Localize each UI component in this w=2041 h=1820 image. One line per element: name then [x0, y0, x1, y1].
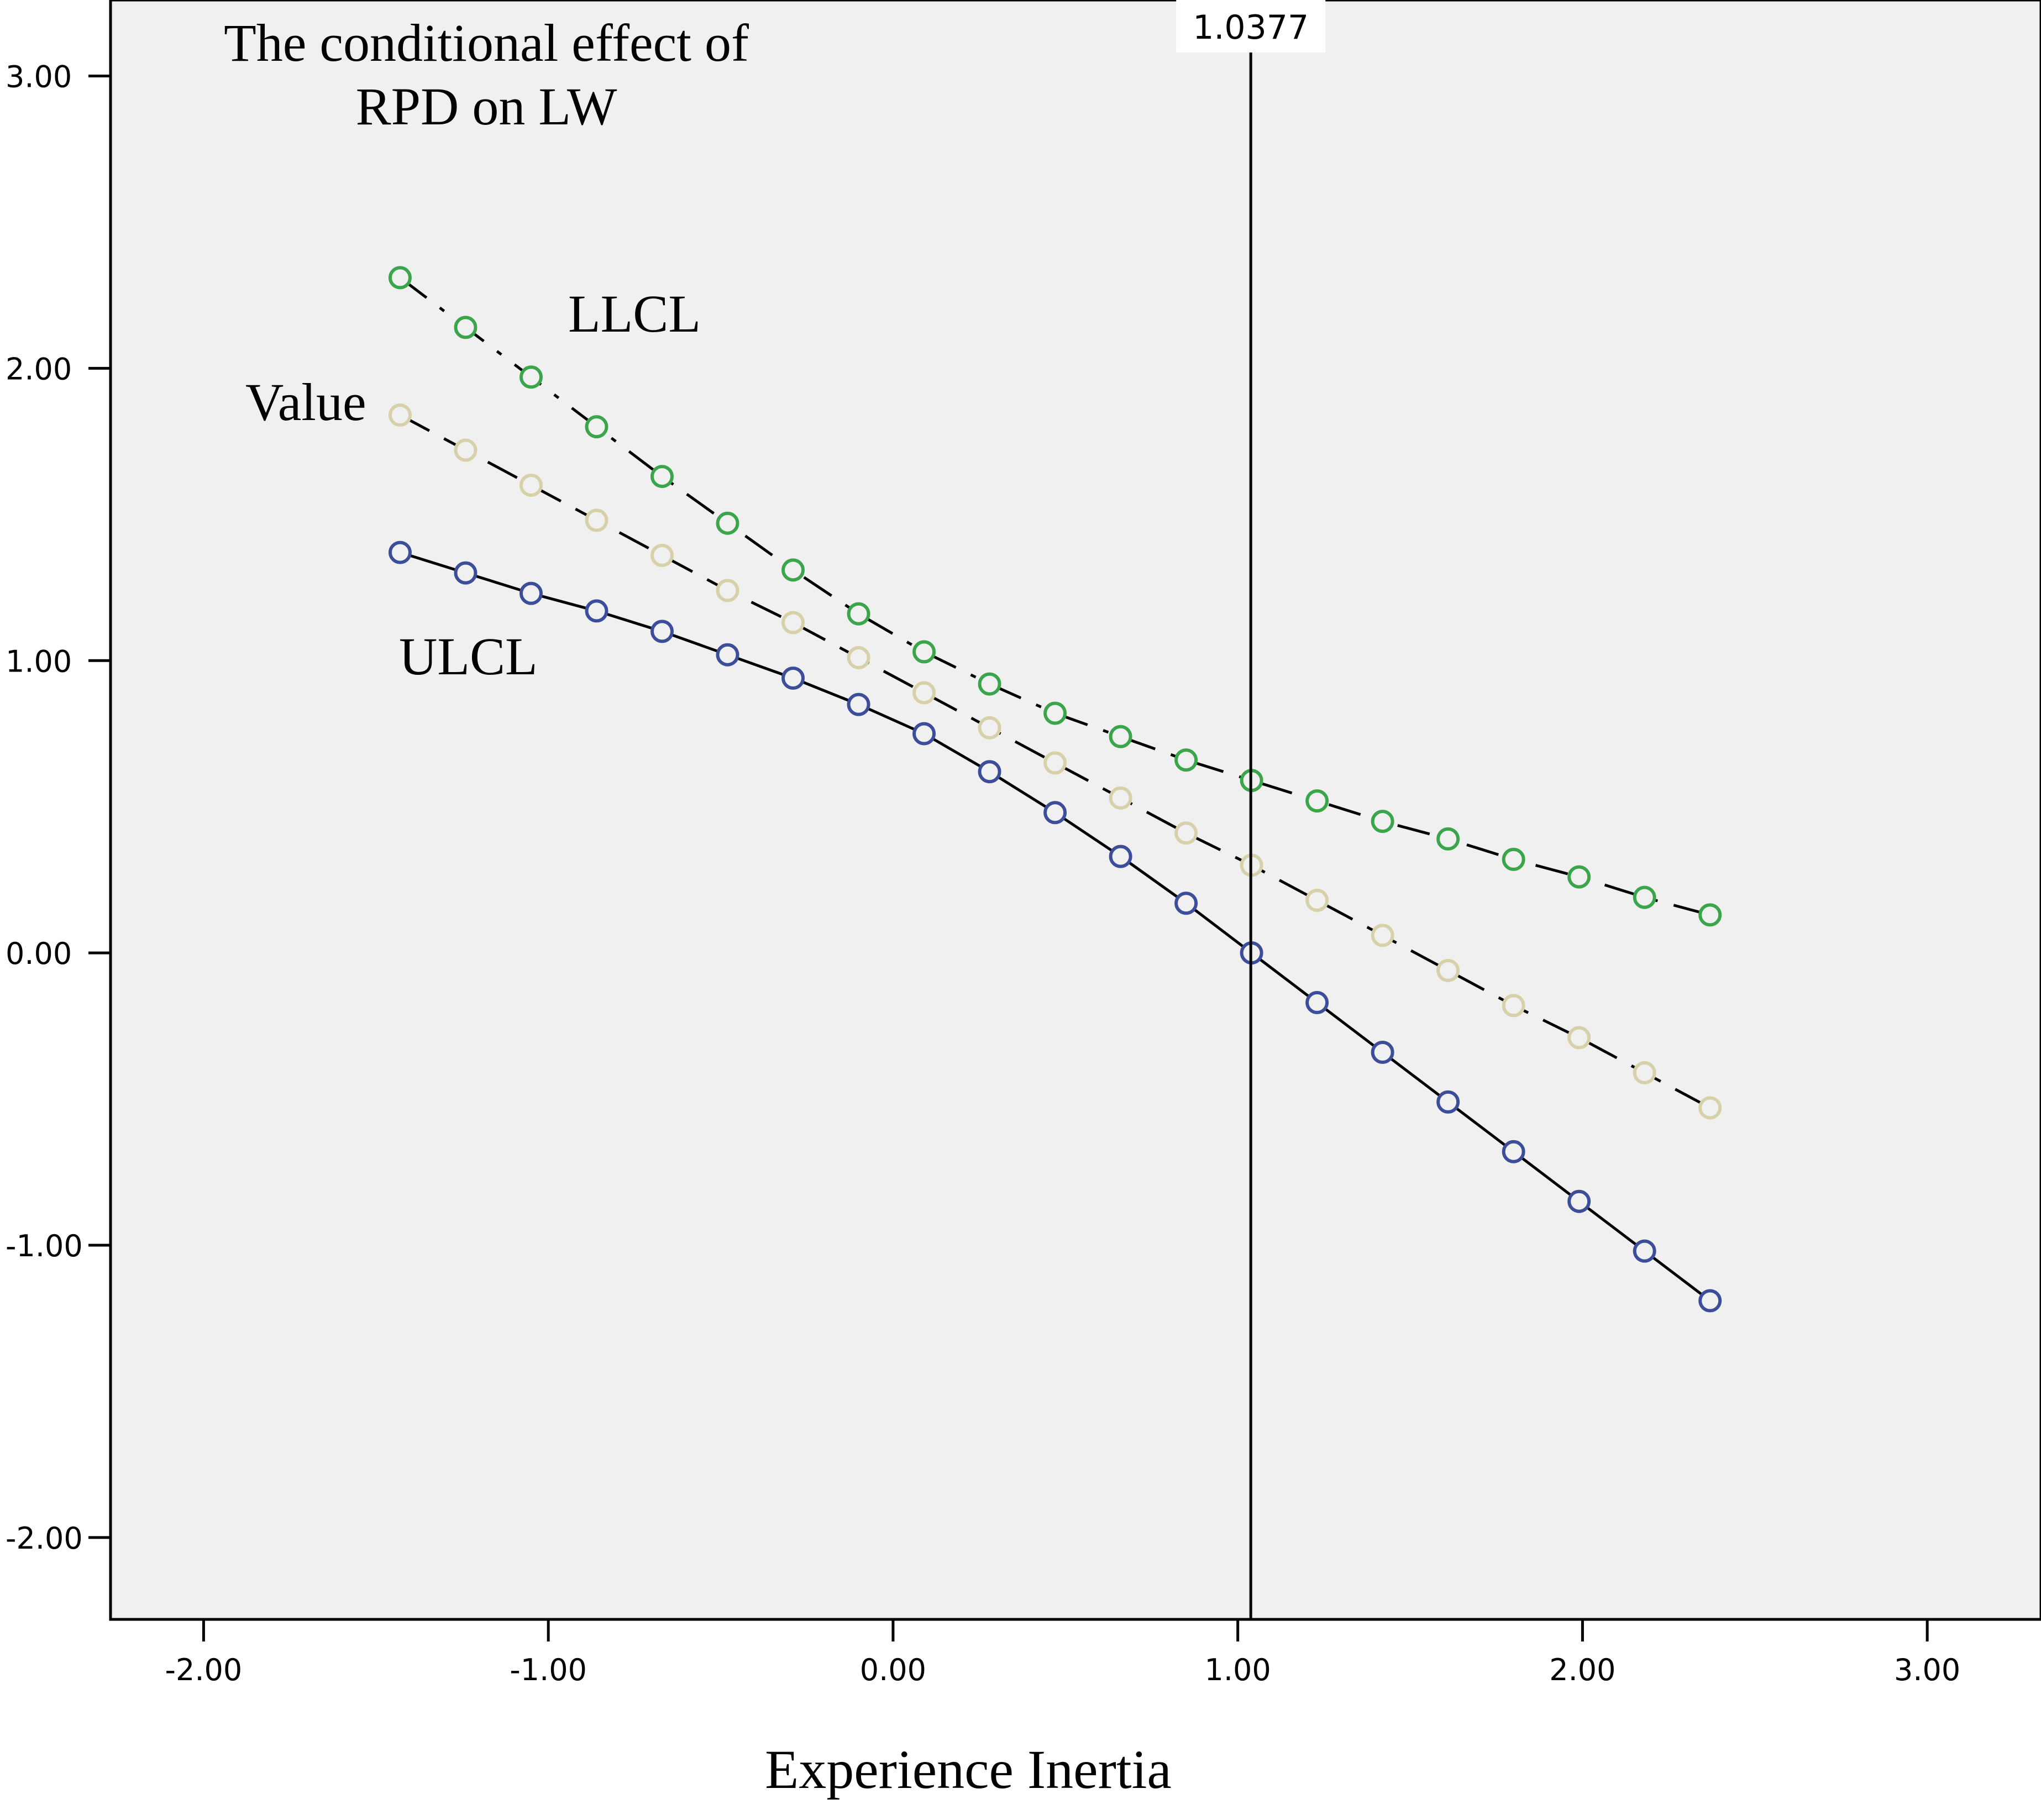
point-ulcl-19 — [1633, 1239, 1656, 1263]
point-ulcl-18 — [1567, 1189, 1591, 1213]
point-value-10 — [1043, 751, 1067, 775]
point-llcl-17 — [1502, 847, 1525, 871]
point-llcl-8 — [912, 640, 936, 664]
point-value-4 — [650, 543, 674, 567]
point-ulcl-12 — [1174, 891, 1198, 915]
point-value-17 — [1502, 994, 1525, 1017]
y-tick-label-1: 2.00 — [6, 352, 72, 386]
point-value-19 — [1633, 1061, 1656, 1084]
point-llcl-15 — [1371, 810, 1394, 833]
x-axis-title: Experience Inertia — [765, 1739, 1172, 1800]
point-value-3 — [585, 508, 608, 532]
series-layer — [388, 266, 1722, 1313]
point-value-11 — [1109, 786, 1132, 810]
series-label-value: Value — [245, 373, 366, 432]
point-llcl-18 — [1567, 865, 1591, 889]
y-tick-label-4: -1.00 — [6, 1229, 83, 1263]
y-axis: 3.00 2.00 1.00 0.00 -1.00 -2.00 — [6, 60, 111, 1556]
point-value-12 — [1174, 821, 1198, 845]
point-llcl-4 — [650, 465, 674, 489]
chart-title-line-2: RPD on LW — [356, 77, 617, 136]
point-ulcl-2 — [519, 581, 543, 605]
reference-line-group: 1.0377 — [1176, 0, 1326, 1619]
point-ulcl-14 — [1305, 991, 1329, 1015]
point-ulcl-3 — [585, 599, 608, 623]
point-value-6 — [781, 611, 805, 634]
point-ulcl-8 — [912, 722, 936, 746]
x-tick-label-0: -2.00 — [165, 1653, 243, 1687]
point-llcl-14 — [1305, 789, 1329, 813]
point-value-1 — [454, 438, 478, 462]
point-llcl-2 — [519, 365, 543, 389]
point-ulcl-16 — [1436, 1090, 1460, 1114]
point-value-20 — [1698, 1096, 1722, 1120]
point-ulcl-6 — [781, 667, 805, 690]
point-llcl-0 — [388, 266, 412, 290]
point-llcl-20 — [1698, 903, 1722, 927]
plot-area — [109, 0, 2041, 1621]
point-ulcl-1 — [454, 561, 478, 585]
chart-title: The conditional effect of RPD on LW — [224, 13, 749, 136]
y-tick-label-3: 0.00 — [6, 936, 72, 971]
series-line-llcl — [399, 276, 1711, 916]
reference-label: 1.0377 — [1193, 8, 1309, 47]
point-value-15 — [1371, 924, 1394, 947]
point-llcl-19 — [1633, 885, 1656, 909]
point-llcl-16 — [1436, 827, 1460, 851]
x-tick-label-1: -1.00 — [510, 1653, 587, 1687]
point-value-16 — [1436, 958, 1460, 982]
point-ulcl-17 — [1502, 1140, 1525, 1163]
y-tick-label-2: 1.00 — [6, 644, 72, 679]
point-ulcl-20 — [1698, 1289, 1722, 1313]
point-ulcl-15 — [1371, 1040, 1394, 1064]
point-llcl-5 — [716, 511, 739, 535]
point-value-9 — [978, 716, 1001, 739]
point-ulcl-9 — [978, 760, 1001, 784]
point-llcl-7 — [847, 602, 870, 626]
y-tick-label-0: 3.00 — [6, 60, 72, 95]
point-value-7 — [847, 646, 870, 669]
point-llcl-11 — [1109, 725, 1132, 748]
point-llcl-9 — [978, 672, 1001, 696]
point-value-8 — [912, 681, 936, 705]
chart-title-line-1: The conditional effect of — [224, 13, 749, 72]
reference-label-background — [1176, 0, 1326, 53]
point-llcl-1 — [454, 316, 478, 339]
x-tick-label-2: 0.00 — [860, 1653, 926, 1687]
point-ulcl-10 — [1043, 801, 1067, 825]
series-label-ulcl: ULCL — [399, 627, 538, 686]
point-llcl-3 — [585, 415, 608, 439]
point-value-18 — [1567, 1026, 1591, 1050]
point-llcl-10 — [1043, 701, 1067, 725]
series-label-llcl: LLCL — [568, 284, 701, 343]
point-llcl-6 — [781, 558, 805, 582]
x-tick-label-3: 1.00 — [1205, 1653, 1271, 1687]
point-ulcl-0 — [388, 541, 412, 564]
y-tick-label-5: -2.00 — [6, 1521, 83, 1556]
point-value-0 — [388, 403, 412, 427]
point-ulcl-11 — [1109, 845, 1132, 868]
point-ulcl-4 — [650, 620, 674, 643]
point-value-14 — [1305, 888, 1329, 912]
point-value-2 — [519, 473, 543, 497]
point-ulcl-5 — [716, 643, 739, 667]
x-axis: -2.00 -1.00 0.00 1.00 2.00 3.00 — [165, 1619, 1960, 1687]
point-llcl-12 — [1174, 748, 1198, 772]
x-tick-label-5: 3.00 — [1894, 1653, 1960, 1687]
point-ulcl-7 — [847, 693, 870, 716]
point-value-5 — [716, 579, 739, 602]
x-tick-label-4: 2.00 — [1549, 1653, 1615, 1687]
